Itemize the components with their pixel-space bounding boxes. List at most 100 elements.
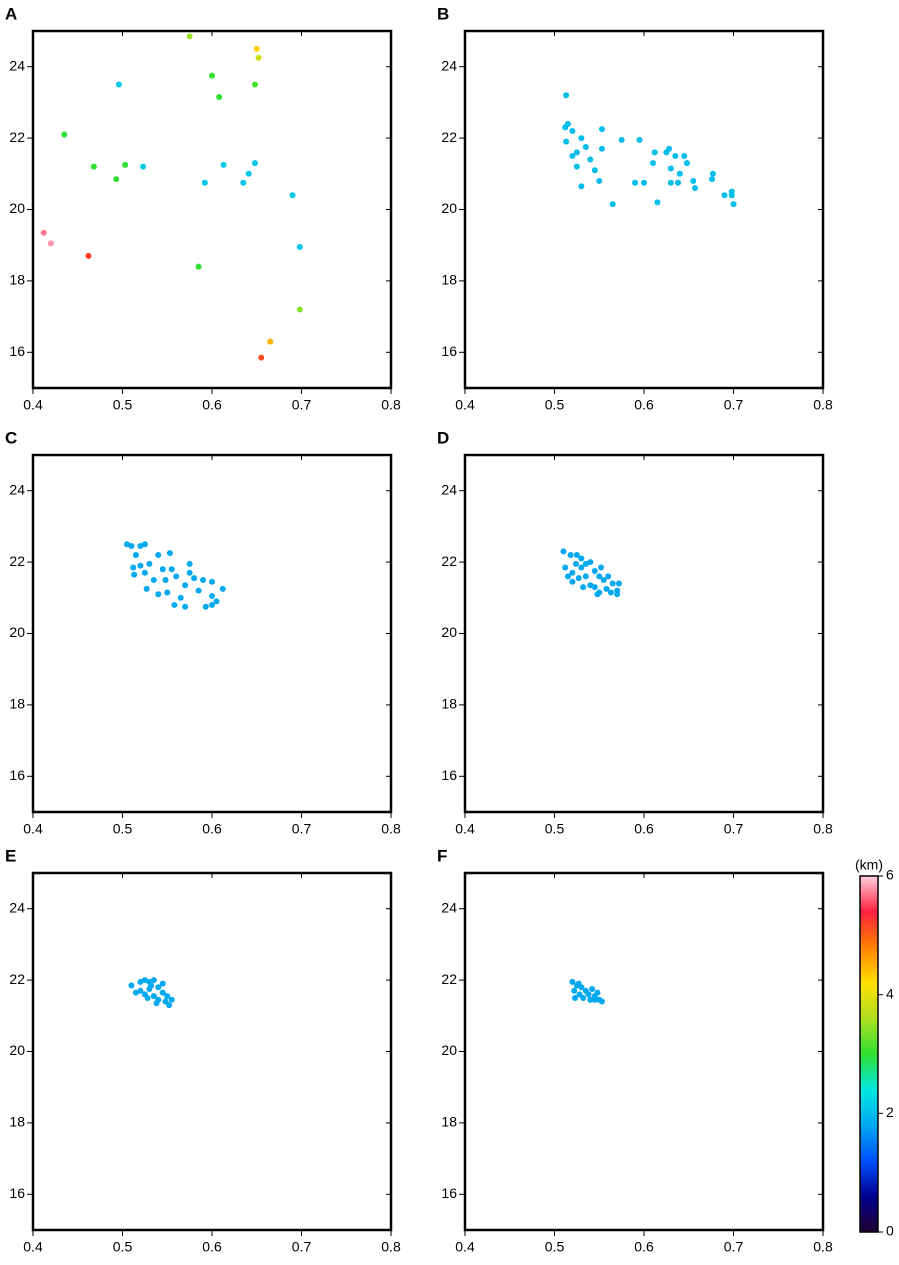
plot-frame (463, 453, 825, 814)
point (182, 582, 189, 589)
point (572, 994, 579, 1001)
point (600, 576, 607, 583)
point (253, 45, 260, 52)
point (690, 177, 697, 184)
point (573, 163, 580, 170)
y-tick-label: 22 (9, 971, 25, 987)
point (721, 192, 728, 199)
point (575, 575, 582, 582)
point (209, 72, 215, 79)
x-tick-label: 0.6 (202, 821, 222, 837)
point (564, 573, 571, 580)
x-tick-label: 0.6 (634, 1239, 654, 1255)
x-tick-label: 0.6 (202, 1239, 222, 1255)
colorbar-tick-label: 6 (886, 867, 894, 883)
y-tick-label: 20 (9, 624, 25, 640)
x-tick-label: 0.4 (455, 1239, 475, 1255)
plot-frame (463, 29, 825, 390)
point (162, 576, 169, 583)
panel-label: B (437, 4, 449, 23)
point (40, 229, 47, 236)
point (591, 568, 598, 575)
y-tick-label: 24 (441, 899, 457, 915)
point (137, 562, 144, 569)
y-tick-label: 22 (441, 553, 457, 569)
point (141, 541, 148, 548)
point (159, 989, 166, 996)
point (651, 149, 658, 156)
point (209, 578, 215, 585)
point (296, 306, 303, 313)
point (560, 548, 567, 555)
point (569, 978, 576, 985)
point (168, 996, 175, 1003)
point (681, 152, 688, 159)
point (615, 580, 622, 587)
point (166, 550, 173, 557)
point (155, 984, 162, 991)
point (709, 170, 716, 177)
point (641, 179, 647, 186)
x-tick-label: 0.7 (292, 397, 312, 413)
x-tick-label: 0.7 (292, 1239, 312, 1255)
y-tick-label: 20 (9, 200, 25, 216)
point (575, 980, 582, 987)
y-tick-label: 22 (9, 553, 25, 569)
point (728, 192, 735, 199)
point (200, 576, 207, 583)
point (567, 551, 574, 558)
point (159, 566, 166, 573)
y-tick-label: 24 (9, 481, 25, 497)
point (596, 177, 603, 184)
point (587, 996, 594, 1003)
point (587, 156, 594, 163)
x-tick-label: 0.4 (23, 1239, 43, 1255)
point (569, 127, 576, 134)
x-tick-label: 0.7 (724, 821, 744, 837)
point (148, 982, 155, 989)
point (177, 594, 184, 601)
y-tick-label: 16 (441, 1185, 457, 1201)
panel-label: A (5, 4, 17, 23)
point (636, 136, 643, 143)
point (201, 179, 208, 186)
point (150, 576, 157, 583)
point (245, 170, 252, 177)
x-tick-label: 0.6 (202, 397, 222, 413)
x-tick-label: 0.5 (113, 397, 133, 413)
y-tick-label: 18 (441, 696, 457, 712)
x-tick-label: 0.6 (634, 397, 654, 413)
point (598, 998, 605, 1005)
point (598, 145, 605, 152)
x-tick-label: 0.8 (381, 1239, 401, 1255)
point (186, 560, 193, 567)
point (173, 573, 180, 580)
point (122, 161, 129, 168)
point (571, 987, 578, 994)
point (582, 144, 589, 151)
y-tick-label: 20 (441, 1042, 457, 1058)
point (649, 160, 656, 167)
point (572, 560, 579, 567)
point (591, 584, 598, 591)
point (144, 994, 151, 1001)
x-tick-label: 0.6 (634, 821, 654, 837)
point (47, 240, 54, 247)
point (598, 126, 605, 133)
point (573, 551, 580, 558)
point (195, 587, 202, 594)
point (191, 575, 198, 582)
point (182, 603, 189, 610)
point (168, 566, 175, 573)
point (213, 598, 220, 605)
point (654, 199, 661, 206)
y-tick-label: 22 (441, 129, 457, 145)
point (186, 33, 193, 40)
point (219, 585, 226, 592)
point (255, 54, 262, 61)
x-tick-label: 0.5 (113, 1239, 133, 1255)
point (580, 994, 587, 1001)
x-tick-label: 0.8 (381, 397, 401, 413)
point (240, 179, 247, 186)
x-tick-label: 0.5 (113, 821, 133, 837)
